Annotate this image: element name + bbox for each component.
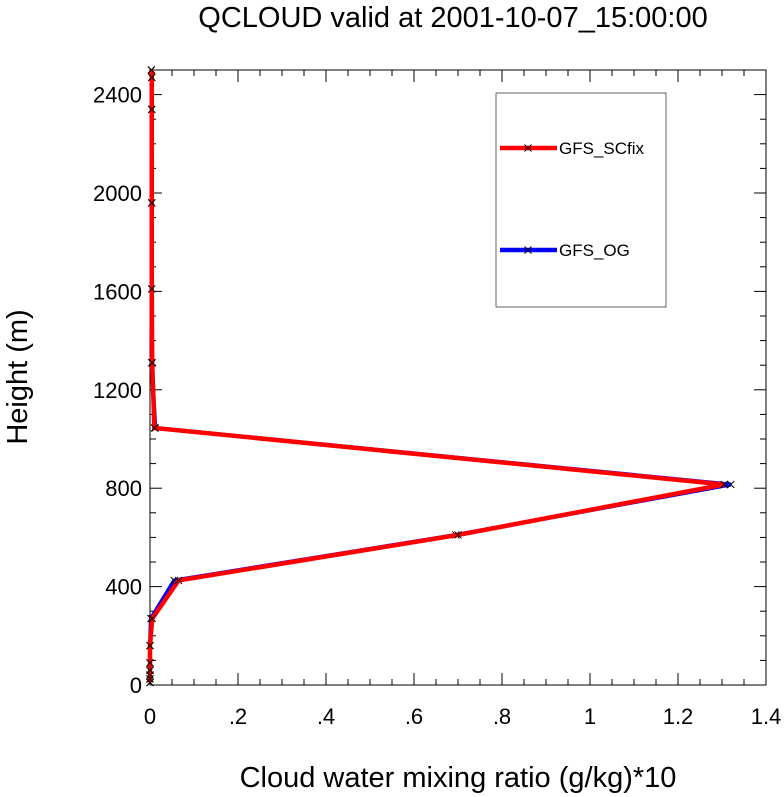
x-tick-label: 0 [144,704,156,729]
x-tick-label: 1 [584,704,596,729]
legend-box [495,92,667,308]
series-marker [720,480,729,489]
legend-label: GFS_OG [559,241,630,260]
y-tick-label: 400 [105,575,142,600]
series-marker [150,424,159,432]
legend-item-gfs-og: GFS_OG [500,241,630,260]
series-marker [147,66,156,74]
x-tick-label: 1.2 [663,704,694,729]
legend-item-gfs-scfix: GFS_SCfix [500,139,645,158]
x-tick-label: .8 [493,704,511,729]
series-marker [148,358,157,367]
series-marker [454,531,462,539]
x-tick-labels: 0 .2 .4 .6 .8 1 1.2 1.4 [144,704,781,729]
series-marker [174,576,183,585]
x-tick-label: .6 [405,704,423,729]
series-layer [146,66,735,687]
axis-ticks [149,69,767,686]
y-tick-label: 2400 [93,83,142,108]
y-tick-label: 0 [130,673,142,698]
series-marker [147,285,156,293]
y-tick-label: 2000 [93,181,142,206]
plot-area [149,69,767,686]
series-marker [524,246,532,254]
series-marker [146,666,154,675]
legend-label: GFS_SCfix [559,139,645,158]
series-gfs-scfix [146,66,729,687]
x-tick-label: .4 [317,704,335,729]
x-axis-title: Cloud water mixing ratio (g/kg)*10 [240,762,677,794]
y-tick-label: 1200 [93,378,142,403]
x-tick-label: .2 [229,704,247,729]
y-tick-label: 1600 [93,279,142,304]
series-marker [148,614,157,623]
x-tick-label: 1.4 [751,704,782,729]
series-marker [146,674,154,683]
series-marker [147,198,156,207]
series-marker [726,480,735,489]
y-axis-title: Height (m) [2,309,34,444]
series-marker [146,678,154,687]
series-marker [524,144,532,152]
series-marker [146,641,154,650]
series-marker [147,105,156,114]
legend: GFS_SCfix GFS_OG [495,92,667,308]
chart-title: QCLOUD valid at 2001-10-07_15:00:00 [198,2,707,34]
y-tick-label: 800 [105,476,142,501]
series-marker [146,659,154,667]
series-marker [147,73,156,82]
y-tick-labels: 0 400 800 1200 1600 2000 2400 [93,83,142,698]
